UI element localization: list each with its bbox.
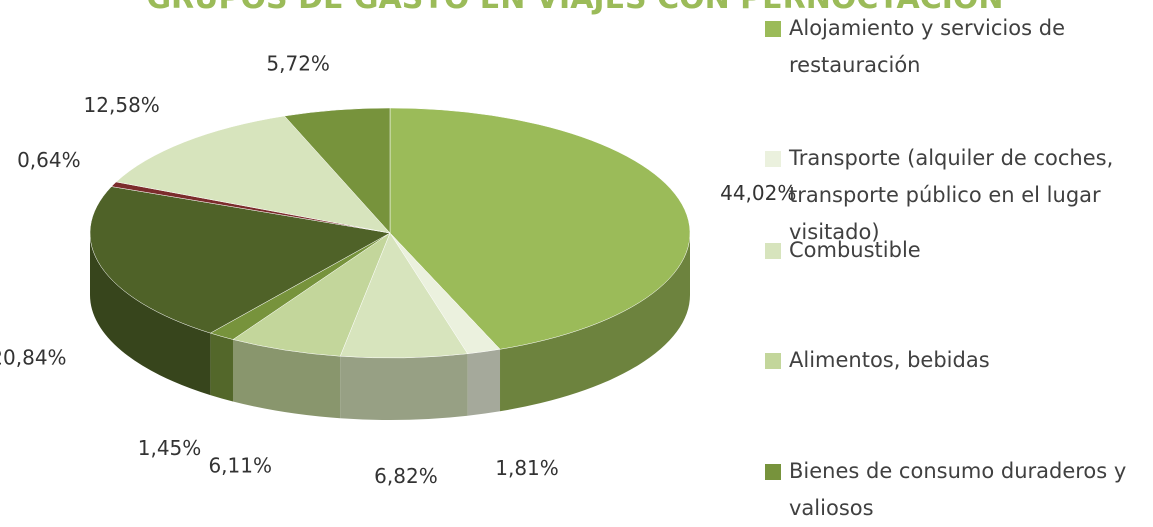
slice-side xyxy=(500,233,690,412)
legend-label: Transporte (alquiler de coches, transpor… xyxy=(789,146,1114,244)
slice-side xyxy=(340,353,468,420)
data-label: 1,45% xyxy=(138,436,202,460)
slice-side xyxy=(210,333,233,402)
slice xyxy=(115,115,391,234)
data-label: 44,02% xyxy=(720,181,796,205)
legend-label: Alimentos, bebidas xyxy=(789,348,990,372)
data-label: 20,84% xyxy=(0,345,67,369)
slice-side xyxy=(232,339,341,419)
legend-swatch xyxy=(765,151,781,167)
data-label: 6,11% xyxy=(208,454,272,478)
chart-title: GRUPOS DE GASTO EN VIAJES CON PERNOCTACI… xyxy=(146,0,1003,16)
slice-side xyxy=(90,233,211,396)
legend-item: Alimentos, bebidas xyxy=(765,342,1150,379)
slice-side xyxy=(467,349,501,416)
legend-label: Bienes de consumo duraderos y valiosos xyxy=(789,459,1127,520)
slice xyxy=(89,186,391,334)
slice-tops xyxy=(89,107,691,359)
legend-label: Combustible xyxy=(789,238,921,262)
legend-swatch xyxy=(765,353,781,369)
slice-sides xyxy=(90,233,690,420)
legend-label: Alojamiento y servicios de restauración xyxy=(789,16,1065,77)
data-label: 0,64% xyxy=(17,148,81,172)
slice xyxy=(389,107,691,350)
legend-item: Bienes de consumo duraderos y valiosos xyxy=(765,453,1150,527)
data-label: 12,58% xyxy=(84,93,160,117)
slice xyxy=(283,107,391,234)
legend-swatch xyxy=(765,21,781,37)
slice xyxy=(339,232,469,359)
legend-swatch xyxy=(765,464,781,480)
legend-item: Transporte (alquiler de coches, transpor… xyxy=(765,140,1150,251)
data-label: 5,72% xyxy=(266,52,330,76)
data-label: 6,82% xyxy=(374,464,438,488)
legend-item: Alojamiento y servicios de restauración xyxy=(765,10,1150,84)
legend-swatch xyxy=(765,243,781,259)
labels: 44,02% 1,81% 6,82% 6,11%1,45% 20,84% 0,64% 12,… xyxy=(0,52,796,488)
legend-item: Combustible xyxy=(765,232,1150,269)
data-label: 1,81% xyxy=(495,456,559,480)
